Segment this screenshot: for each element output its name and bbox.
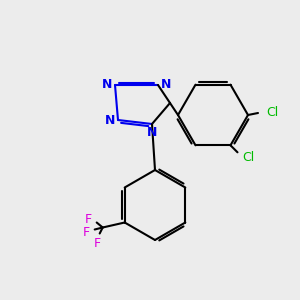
Text: N: N bbox=[102, 77, 112, 91]
Text: F: F bbox=[85, 213, 92, 226]
Text: F: F bbox=[94, 237, 101, 250]
Text: Cl: Cl bbox=[242, 151, 255, 164]
Text: N: N bbox=[105, 113, 115, 127]
Text: N: N bbox=[147, 127, 157, 140]
Text: N: N bbox=[161, 77, 171, 91]
Text: Cl: Cl bbox=[266, 106, 278, 119]
Text: F: F bbox=[83, 226, 90, 239]
